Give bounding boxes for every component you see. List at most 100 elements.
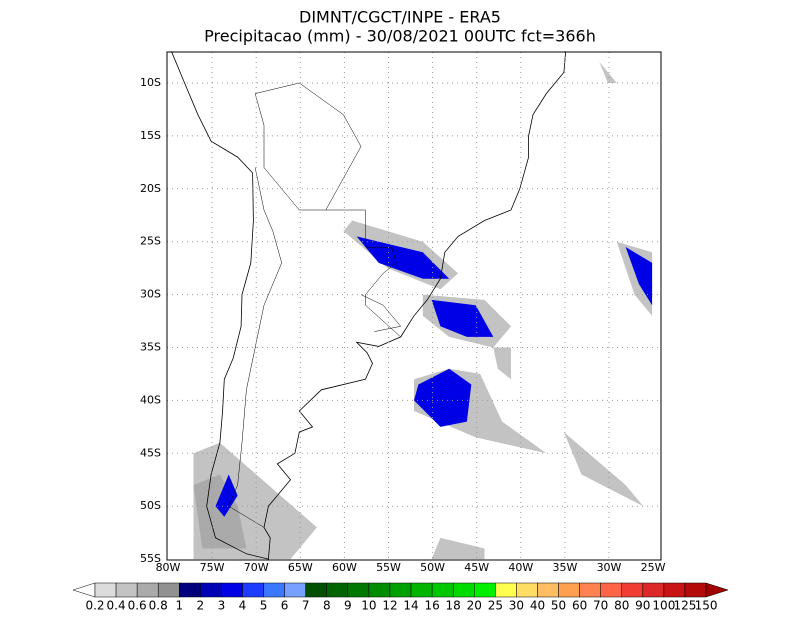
colorbar-box	[621, 582, 644, 598]
border	[325, 209, 401, 338]
lon-label: 50W	[420, 561, 445, 574]
colorbar-label: 3	[218, 599, 226, 613]
precip-area	[431, 299, 494, 337]
colorbar-label: 10	[361, 599, 376, 613]
lon-label: 30W	[597, 561, 622, 574]
colorbar-box	[410, 582, 433, 598]
colorbar-label: 2	[197, 599, 205, 613]
colorbar-box	[136, 582, 159, 598]
colorbar-label: 150	[695, 599, 718, 613]
colorbar-label: 125	[674, 599, 697, 613]
colorbar-label: 60	[572, 599, 587, 613]
colorbar-box	[157, 582, 180, 598]
lon-label: 60W	[332, 561, 357, 574]
colorbar-box	[516, 582, 538, 598]
precip-area	[414, 368, 472, 427]
colorbar-box	[537, 582, 559, 598]
colorbar-label: 25	[488, 599, 503, 613]
colorbar-label: 0.6	[128, 599, 147, 613]
colorbar-label: 5	[260, 599, 268, 613]
colorbar-label: 30	[509, 599, 524, 613]
border	[254, 82, 362, 211]
colorbar-box	[305, 582, 328, 598]
colorbar-label: 20	[467, 599, 482, 613]
colorbar-label: 70	[593, 599, 608, 613]
lon-label: 80W	[156, 561, 181, 574]
colorbar-box	[558, 582, 580, 598]
colorbar-box	[600, 582, 622, 598]
precip-area	[431, 537, 485, 560]
precip-area	[563, 432, 644, 507]
colorbar-box	[326, 582, 349, 598]
lat-label: 25S	[140, 235, 161, 248]
colorbar-label: 12	[382, 599, 397, 613]
colorbar-label: 8	[323, 599, 331, 613]
coastline	[171, 51, 567, 560]
colorbar-box	[431, 582, 454, 598]
colorbar-label: 0.2	[85, 599, 104, 613]
lon-label: 45W	[464, 561, 489, 574]
lat-label: 35S	[140, 341, 161, 354]
lon-label: 40W	[508, 561, 533, 574]
precip-area	[493, 347, 511, 380]
lat-label: 50S	[140, 499, 161, 512]
lat-label: 55S	[140, 552, 161, 565]
colorbar-label: 100	[652, 599, 675, 613]
border	[228, 167, 282, 528]
colorbar-box	[684, 582, 707, 598]
lat-label: 20S	[140, 182, 161, 195]
colorbar-label: 40	[530, 599, 545, 613]
colorbar-box	[242, 582, 264, 598]
colorbar-box	[452, 582, 475, 598]
lon-label: 75W	[200, 561, 225, 574]
colorbar-label: 1	[175, 599, 183, 613]
subtitle: Precipitacao (mm) - 30/08/2021 00UTC fct…	[204, 27, 596, 46]
colorbar-label: 0.4	[107, 599, 126, 613]
lon-label: 25W	[641, 561, 666, 574]
map-frame	[166, 51, 662, 561]
colorbar-label: 50	[551, 599, 566, 613]
colorbar-box	[115, 582, 138, 598]
colorbar-box	[474, 582, 496, 598]
lon-label: 35W	[552, 561, 577, 574]
colorbar-box	[94, 582, 117, 598]
colorbar-box	[284, 582, 306, 598]
colorbar-label: 18	[446, 599, 461, 613]
colorbar-box	[200, 582, 222, 598]
precip-area	[356, 236, 450, 279]
colorbar-box	[642, 582, 665, 598]
lon-label: 70W	[244, 561, 269, 574]
colorbar-box	[263, 582, 285, 598]
lat-label: 30S	[140, 288, 161, 301]
colorbar-arrow	[705, 582, 729, 598]
colorbar-box	[389, 582, 412, 598]
colorbar-label: 16	[424, 599, 439, 613]
colorbar-box	[663, 582, 686, 598]
lat-label: 15S	[140, 129, 161, 142]
lat-label: 45S	[140, 446, 161, 459]
lon-label: 65W	[288, 561, 313, 574]
colorbar-label: 6	[281, 599, 289, 613]
colorbar-label: 14	[403, 599, 418, 613]
precip-area	[625, 247, 653, 306]
colorbar-arrow	[72, 582, 96, 598]
colorbar-label: 7	[302, 599, 310, 613]
colorbar-label: 9	[344, 599, 352, 613]
map	[167, 51, 661, 560]
colorbar-box	[221, 582, 243, 598]
precip-area	[215, 474, 238, 517]
colorbar-label: 4	[239, 599, 247, 613]
border	[360, 294, 402, 332]
colorbar-label: 0.8	[149, 599, 168, 613]
colorbar-box	[579, 582, 601, 598]
colorbar-box	[179, 582, 201, 598]
lat-label: 40S	[140, 393, 161, 406]
colorbar-label: 80	[614, 599, 629, 613]
title: DIMNT/CGCT/INPE - ERA5	[299, 8, 501, 27]
colorbar-box	[368, 582, 391, 598]
colorbar-label: 90	[635, 599, 650, 613]
lat-label: 10S	[140, 76, 161, 89]
lon-label: 55W	[376, 561, 401, 574]
colorbar-box	[495, 582, 517, 598]
